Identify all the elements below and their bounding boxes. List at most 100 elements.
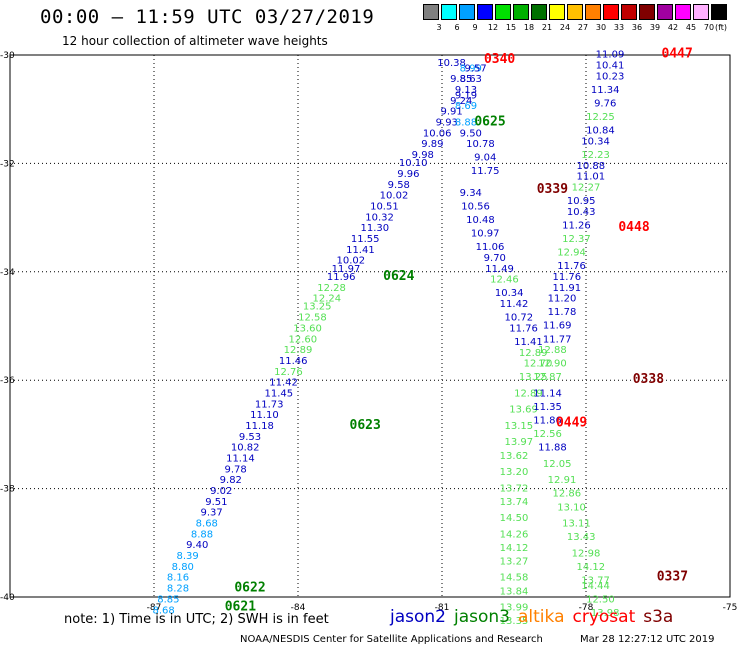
scale-swatch bbox=[549, 4, 565, 20]
wave-height-label: 10.84 bbox=[586, 126, 615, 137]
wave-height-label: 11.26 bbox=[562, 220, 591, 231]
pass-time-label: 0338 bbox=[633, 372, 664, 387]
wave-height-label: 8.28 bbox=[167, 584, 189, 595]
generated-timestamp: Mar 28 12:27:12 UTC 2019 bbox=[580, 634, 715, 645]
wave-height-label: 11.14 bbox=[226, 454, 255, 465]
wave-height-label: 9.53 bbox=[239, 432, 261, 443]
wave-height-label: 12.56 bbox=[533, 429, 562, 440]
wave-height-label: 12.70 bbox=[524, 359, 553, 370]
lat-tick-label: -34 bbox=[0, 268, 15, 278]
scale-label: 33 bbox=[613, 23, 625, 32]
wave-height-label: 14.58 bbox=[500, 573, 529, 584]
wave-height-label: 13.20 bbox=[500, 467, 529, 478]
wave-height-label: 11.45 bbox=[264, 388, 293, 399]
wave-height-label: 13.25 bbox=[303, 302, 332, 313]
wave-height-label: 13.15 bbox=[504, 421, 533, 432]
legend-altika: altika bbox=[518, 607, 565, 627]
pass-time-label: 0624 bbox=[383, 269, 414, 284]
wave-height-label: 9.89 bbox=[421, 139, 443, 150]
pass-time-label: 0447 bbox=[662, 47, 693, 62]
wave-height-label: 12.60 bbox=[288, 334, 317, 345]
wave-height-label: 11.35 bbox=[533, 402, 562, 413]
wave-height-label: 10.95 bbox=[567, 196, 596, 207]
scale-swatch bbox=[441, 4, 457, 20]
scale-label: 39 bbox=[649, 23, 661, 32]
lon-tick-label: -78 bbox=[579, 603, 594, 613]
wave-height-label: 9.70 bbox=[484, 253, 506, 264]
wave-height-label: 13.84 bbox=[500, 586, 529, 597]
scale-swatch bbox=[693, 4, 709, 20]
wave-height-label: 13.99 bbox=[500, 603, 529, 614]
wave-height-label: 11.96 bbox=[327, 272, 356, 283]
wave-height-label: 9.40 bbox=[186, 540, 208, 551]
scale-swatch bbox=[513, 4, 529, 20]
wave-height-label: 12.46 bbox=[490, 275, 519, 286]
wave-height-label: 8.68 bbox=[196, 519, 218, 530]
wave-height-label: 11.49 bbox=[485, 264, 514, 275]
wave-height-label: 11.42 bbox=[500, 299, 529, 310]
scale-swatch bbox=[711, 4, 727, 20]
pass-time-label: 0340 bbox=[484, 52, 515, 67]
wave-height-label: 11.91 bbox=[552, 283, 581, 294]
wave-height-label: 9.82 bbox=[220, 475, 242, 486]
lat-tick-label: -30 bbox=[0, 51, 15, 61]
wave-height-label: 8.88 bbox=[455, 117, 477, 128]
wave-height-label: 10.34 bbox=[495, 288, 524, 299]
wave-height-label: 9.78 bbox=[224, 464, 246, 475]
wave-height-label: 12.58 bbox=[298, 313, 327, 324]
wave-height-label: 11.46 bbox=[279, 356, 308, 367]
wave-height-label: 14.44 bbox=[581, 581, 610, 592]
scale-swatch bbox=[495, 4, 511, 20]
scale-label: 3 bbox=[436, 23, 442, 32]
wave-height-label: 10.10 bbox=[399, 158, 428, 169]
wave-height-label: 10.02 bbox=[336, 256, 365, 267]
wave-height-label: 9.91 bbox=[440, 107, 462, 118]
wave-height-label: 9.96 bbox=[397, 169, 419, 180]
wave-height-label: 13.35 bbox=[500, 616, 529, 627]
wave-height-label: 11.55 bbox=[351, 234, 380, 245]
scale-label: 15 bbox=[505, 23, 517, 32]
wave-height-label: 13.97 bbox=[504, 437, 533, 448]
wave-height-label: 12.91 bbox=[548, 475, 577, 486]
wave-height-label: 9.98 bbox=[412, 150, 434, 161]
wave-height-label: 9.76 bbox=[594, 98, 616, 109]
pass-time-label: 0339 bbox=[537, 182, 568, 197]
wave-height-label: 13.62 bbox=[500, 451, 529, 462]
wave-height-label: 11.20 bbox=[548, 294, 577, 305]
scale-swatch bbox=[423, 4, 439, 20]
scale-swatch bbox=[477, 4, 493, 20]
scale-label: 12 bbox=[487, 23, 499, 32]
lon-tick-label: -81 bbox=[435, 603, 450, 613]
wave-height-label: 13.10 bbox=[557, 502, 586, 513]
wave-height-label: 10.23 bbox=[596, 71, 625, 82]
wave-height-label: 12.23 bbox=[581, 150, 610, 161]
wave-height-label: 12.86 bbox=[552, 489, 581, 500]
wave-height-label: 10.02 bbox=[380, 191, 409, 202]
wave-height-label: 8.85 bbox=[157, 594, 179, 605]
wave-height-label: 11.41 bbox=[514, 337, 543, 348]
wave-height-label: 9.02 bbox=[210, 486, 232, 497]
wave-height-label: 11.14 bbox=[533, 388, 562, 399]
wave-height-label: 8.68 bbox=[152, 605, 174, 616]
pass-time-label: 0625 bbox=[474, 114, 505, 129]
wave-height-label: 8.80 bbox=[172, 562, 194, 573]
wave-height-label: 10.97 bbox=[471, 229, 500, 240]
wave-height-label: 11.86 bbox=[533, 416, 562, 427]
lat-tick-label: -36 bbox=[0, 376, 15, 386]
wave-height-label: 11.73 bbox=[255, 399, 284, 410]
wave-height-label: 8.16 bbox=[167, 573, 189, 584]
wave-height-label: 9.93 bbox=[436, 117, 458, 128]
wave-height-label: 10.38 bbox=[437, 58, 466, 69]
wave-height-label: 12.76 bbox=[274, 367, 303, 378]
wave-height-label: 11.41 bbox=[346, 245, 375, 256]
wave-height-label: 13.27 bbox=[500, 556, 529, 567]
scale-swatch bbox=[585, 4, 601, 20]
scale-label: 21 bbox=[541, 23, 553, 32]
wave-height-label: 13.98 bbox=[591, 608, 620, 619]
wave-height-label: 9.19 bbox=[455, 90, 477, 101]
footer-note: note: 1) Time is in UTC; 2) SWH is in fe… bbox=[64, 612, 329, 627]
wave-height-label: 11.76 bbox=[557, 261, 586, 272]
wave-height-label: 13.60 bbox=[293, 323, 322, 334]
legend-cryosat: cryosat bbox=[572, 607, 636, 627]
